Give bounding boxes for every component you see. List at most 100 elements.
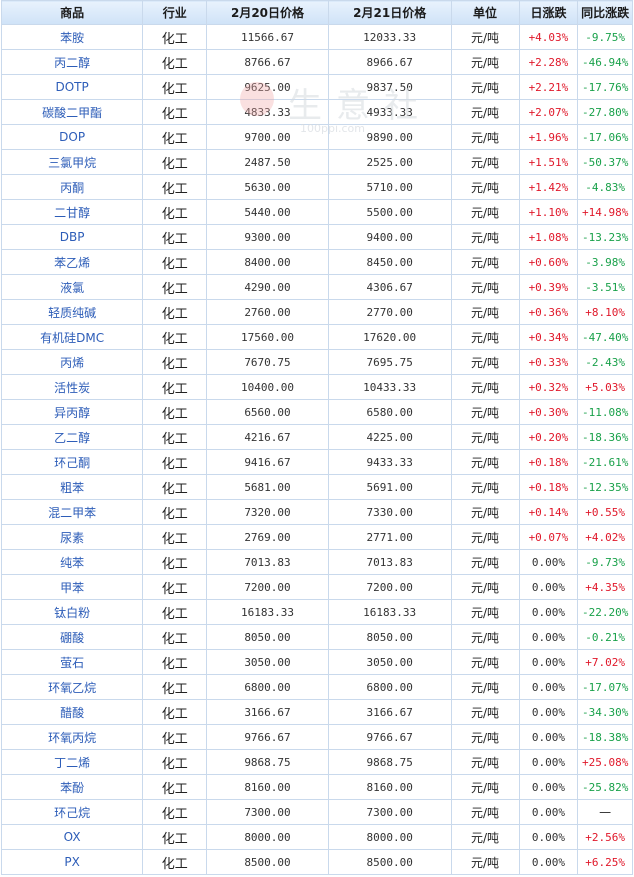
yoy-change-cell: +7.02% <box>577 649 633 675</box>
yoy-change-cell: -27.80% <box>577 99 633 125</box>
product-name-link[interactable]: DBP <box>0 224 144 250</box>
unit-cell: 元/吨 <box>450 449 520 475</box>
price-feb21-cell: 9433.33 <box>327 449 452 475</box>
industry-cell: 化工 <box>142 549 208 575</box>
daily-change-cell: 0.00% <box>518 724 579 750</box>
unit-cell: 元/吨 <box>450 249 520 275</box>
industry-cell: 化工 <box>142 299 208 325</box>
table-row: 混二甲苯 化工 7320.00 7330.00 元/吨 +0.14% +0.55% <box>0 499 633 525</box>
price-feb20-cell: 11566.67 <box>206 24 329 50</box>
product-name-link[interactable]: 纯苯 <box>0 549 144 575</box>
product-name-link[interactable]: 混二甲苯 <box>0 499 144 525</box>
table-row: DOP 化工 9700.00 9890.00 元/吨 +1.96% -17.06% <box>0 124 633 150</box>
product-name-link[interactable]: 甲苯 <box>0 574 144 600</box>
price-feb20-cell: 16183.33 <box>206 599 329 625</box>
yoy-change-cell: -50.37% <box>577 149 633 175</box>
price-feb20-cell: 9625.00 <box>206 74 329 100</box>
product-name-link[interactable]: 丁二烯 <box>0 749 144 775</box>
yoy-change-cell: +25.08% <box>577 749 633 775</box>
product-name-link[interactable]: 环己酮 <box>0 449 144 475</box>
product-name-link[interactable]: 乙二醇 <box>0 424 144 450</box>
product-name-link[interactable]: 环氧丙烷 <box>0 724 144 750</box>
yoy-change-cell: -25.82% <box>577 774 633 800</box>
yoy-change-cell: -17.76% <box>577 74 633 100</box>
product-name-link[interactable]: 异丙醇 <box>0 399 144 425</box>
price-feb21-cell: 5710.00 <box>327 174 452 200</box>
daily-change-cell: 0.00% <box>518 549 579 575</box>
product-name-link[interactable]: 钛白粉 <box>0 599 144 625</box>
product-name-link[interactable]: 丙烯 <box>0 349 144 375</box>
unit-cell: 元/吨 <box>450 749 520 775</box>
product-name-link[interactable]: 环己烷 <box>0 799 144 825</box>
table-row: 丙二醇 化工 8766.67 8966.67 元/吨 +2.28% -46.94% <box>0 49 633 75</box>
product-name-link[interactable]: 丙二醇 <box>0 49 144 75</box>
price-feb21-cell: 9766.67 <box>327 724 452 750</box>
product-name-link[interactable]: 苯胺 <box>0 24 144 50</box>
product-name-link[interactable]: 萤石 <box>0 649 144 675</box>
header-yoy-change[interactable]: 同比涨跌 <box>577 0 633 25</box>
product-name-link[interactable]: 环氧乙烷 <box>0 674 144 700</box>
product-name-link[interactable]: OX <box>0 824 144 850</box>
price-feb20-cell: 8050.00 <box>206 624 329 650</box>
price-feb20-cell: 17560.00 <box>206 324 329 350</box>
price-feb21-cell: 8500.00 <box>327 849 452 875</box>
yoy-change-cell: -21.61% <box>577 449 633 475</box>
unit-cell: 元/吨 <box>450 574 520 600</box>
industry-cell: 化工 <box>142 399 208 425</box>
product-name-link[interactable]: DOP <box>0 124 144 150</box>
daily-change-cell: 0.00% <box>518 699 579 725</box>
table-row: 三氯甲烷 化工 2487.50 2525.00 元/吨 +1.51% -50.37% <box>0 149 633 175</box>
price-feb21-cell: 5691.00 <box>327 474 452 500</box>
daily-change-cell: 0.00% <box>518 799 579 825</box>
yoy-change-cell: +0.55% <box>577 499 633 525</box>
header-price-feb20[interactable]: 2月20日价格 <box>206 0 329 25</box>
price-feb21-cell: 7695.75 <box>327 349 452 375</box>
header-industry[interactable]: 行业 <box>142 0 208 25</box>
header-unit[interactable]: 单位 <box>450 0 520 25</box>
daily-change-cell: +1.42% <box>518 174 579 200</box>
product-name-link[interactable]: 有机硅DMC <box>0 324 144 350</box>
price-feb20-cell: 2769.00 <box>206 524 329 550</box>
table-row: 钛白粉 化工 16183.33 16183.33 元/吨 0.00% -22.20% <box>0 599 633 625</box>
price-feb20-cell: 5681.00 <box>206 474 329 500</box>
price-feb21-cell: 3166.67 <box>327 699 452 725</box>
product-name-link[interactable]: DOTP <box>0 74 144 100</box>
industry-cell: 化工 <box>142 849 208 875</box>
product-name-link[interactable]: 三氯甲烷 <box>0 149 144 175</box>
product-name-link[interactable]: PX <box>0 849 144 875</box>
product-name-link[interactable]: 苯酚 <box>0 774 144 800</box>
price-feb21-cell: 9868.75 <box>327 749 452 775</box>
product-name-link[interactable]: 轻质纯碱 <box>0 299 144 325</box>
industry-cell: 化工 <box>142 224 208 250</box>
price-feb21-cell: 8966.67 <box>327 49 452 75</box>
header-product[interactable]: 商品 <box>0 0 144 25</box>
unit-cell: 元/吨 <box>450 274 520 300</box>
price-feb20-cell: 7320.00 <box>206 499 329 525</box>
product-name-link[interactable]: 尿素 <box>0 524 144 550</box>
unit-cell: 元/吨 <box>450 499 520 525</box>
industry-cell: 化工 <box>142 599 208 625</box>
price-feb21-cell: 9890.00 <box>327 124 452 150</box>
price-feb20-cell: 4833.33 <box>206 99 329 125</box>
daily-change-cell: +0.18% <box>518 449 579 475</box>
header-price-feb21[interactable]: 2月21日价格 <box>327 0 452 25</box>
daily-change-cell: 0.00% <box>518 774 579 800</box>
product-name-link[interactable]: 醋酸 <box>0 699 144 725</box>
industry-cell: 化工 <box>142 724 208 750</box>
product-name-link[interactable]: 丙酮 <box>0 174 144 200</box>
daily-change-cell: +0.36% <box>518 299 579 325</box>
daily-change-cell: +2.28% <box>518 49 579 75</box>
product-name-link[interactable]: 苯乙烯 <box>0 249 144 275</box>
product-name-link[interactable]: 粗苯 <box>0 474 144 500</box>
yoy-change-cell: +4.02% <box>577 524 633 550</box>
product-name-link[interactable]: 碳酸二甲酯 <box>0 99 144 125</box>
product-name-link[interactable]: 二甘醇 <box>0 199 144 225</box>
product-name-link[interactable]: 液氯 <box>0 274 144 300</box>
industry-cell: 化工 <box>142 649 208 675</box>
product-name-link[interactable]: 活性炭 <box>0 374 144 400</box>
price-feb20-cell: 8000.00 <box>206 824 329 850</box>
product-name-link[interactable]: 硼酸 <box>0 624 144 650</box>
price-feb21-cell: 7200.00 <box>327 574 452 600</box>
daily-change-cell: 0.00% <box>518 824 579 850</box>
header-daily-change[interactable]: 日涨跌 <box>518 0 579 25</box>
